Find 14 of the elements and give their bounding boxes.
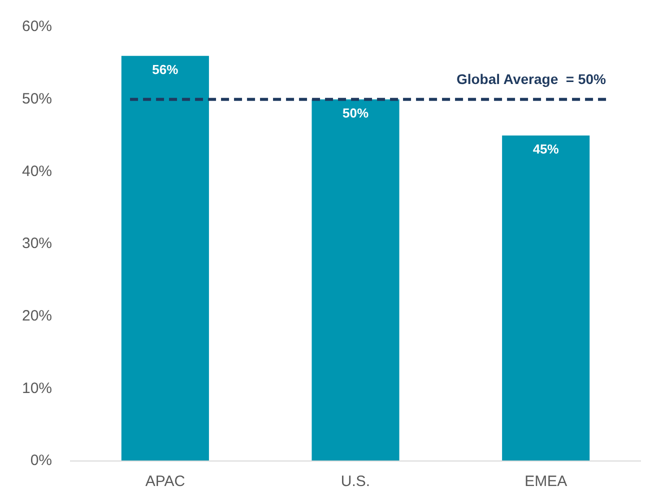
x-tick-label: EMEA: [524, 473, 568, 490]
y-tick-label: 10%: [22, 380, 52, 397]
x-tick-label: APAC: [145, 473, 186, 490]
data-label: 56%: [152, 62, 179, 78]
y-tick-label: 40%: [22, 162, 52, 180]
y-tick-label: 50%: [22, 90, 52, 108]
data-label: 45%: [532, 142, 560, 157]
y-tick-label: 60%: [22, 18, 52, 36]
y-tick-label: 0%: [30, 452, 52, 470]
y-tick-label: 20%: [22, 307, 52, 324]
data-label: 50%: [342, 105, 369, 120]
x-tick-label: U.S.: [340, 473, 370, 490]
y-tick-label: 30%: [22, 235, 52, 252]
ref-line-label: Global Average = 50%: [456, 71, 607, 88]
